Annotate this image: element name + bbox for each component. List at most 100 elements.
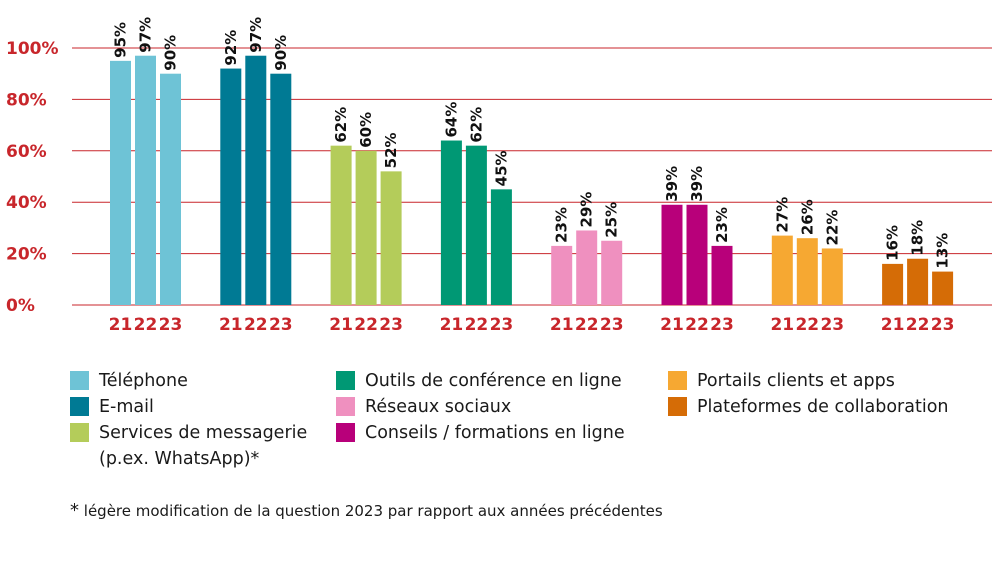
legend-label: Plateformes de collaboration <box>697 397 949 417</box>
x-tick-label: 22 <box>465 315 489 335</box>
x-tick-label: 22 <box>244 315 268 335</box>
bar-value-label: 13% <box>934 233 952 269</box>
footnote-text: légère modification de la question 2023 … <box>83 502 663 520</box>
x-tick-label: 23 <box>159 315 183 335</box>
y-tick-label: 80% <box>6 90 47 110</box>
bar-value-label: 60% <box>357 112 375 148</box>
y-tick-label: 100% <box>6 39 59 59</box>
bar-value-label: 92% <box>222 30 240 66</box>
bar-value-label: 25% <box>603 202 621 238</box>
legend-item-portails: Portails clients et apps <box>668 368 968 394</box>
x-tick-label: 22 <box>575 315 599 335</box>
bar <box>551 245 573 305</box>
legend-label: Portails clients et apps <box>697 371 895 391</box>
legend-item-telephone: Téléphone <box>70 368 336 394</box>
y-tick-label: 60% <box>6 142 47 162</box>
legend-label: Réseaux sociaux <box>365 397 512 417</box>
legend-swatch <box>70 371 89 390</box>
legend-label: Services de messagerie (p.ex. WhatsApp)* <box>99 423 308 469</box>
legend-swatch <box>336 423 355 442</box>
x-tick-label: 21 <box>440 315 464 335</box>
bar <box>160 73 181 305</box>
x-tick-label: 21 <box>881 315 905 335</box>
bar <box>245 55 267 306</box>
x-tick-label: 23 <box>820 315 844 335</box>
bar-value-label: 39% <box>688 166 706 202</box>
bar <box>490 189 512 305</box>
legend-item-email: E-mail <box>70 394 336 420</box>
bar-value-label: 62% <box>467 107 485 143</box>
footnote-marker: * <box>70 500 79 521</box>
grouped-bar-chart: 0% 20% 40% 60% 80% 100% 95% 21 97% 22 90% 23 92% 21 97… <box>6 17 992 335</box>
bar-value-label: 90% <box>272 35 290 71</box>
x-tick-label: 21 <box>660 315 684 335</box>
y-tick-label: 20% <box>6 245 47 265</box>
bar-value-label: 97% <box>137 17 155 53</box>
bar <box>711 245 733 305</box>
bar-value-label: 52% <box>382 132 400 168</box>
bar-value-label: 23% <box>553 207 571 243</box>
legend-swatch <box>336 371 355 390</box>
x-tick-label: 22 <box>354 315 378 335</box>
bar-value-label: 62% <box>332 107 350 143</box>
bar-value-label: 90% <box>162 35 180 71</box>
x-tick-label: 23 <box>379 315 403 335</box>
y-tick-label: 40% <box>6 193 47 213</box>
bar-value-label: 95% <box>112 22 130 58</box>
bar <box>796 238 818 305</box>
legend-label: Conseils / formations en ligne <box>365 423 625 443</box>
bar <box>135 55 156 306</box>
x-tick-label: 21 <box>329 315 353 335</box>
bar <box>330 145 352 305</box>
bar <box>661 204 683 305</box>
x-tick-label: 23 <box>710 315 734 335</box>
bar-value-label: 97% <box>247 17 265 53</box>
bar <box>220 68 242 305</box>
legend-item-reseaux: Réseaux sociaux <box>336 394 668 420</box>
x-tick-label: 23 <box>600 315 624 335</box>
x-tick-label: 22 <box>134 315 158 335</box>
x-tick-label: 23 <box>490 315 514 335</box>
bar <box>601 240 623 305</box>
x-tick-label: 23 <box>269 315 293 335</box>
legend-swatch <box>70 397 89 416</box>
bar <box>932 271 954 305</box>
bar-value-label: 18% <box>909 220 927 256</box>
legend-item-plateformes: Plateformes de collaboration <box>668 394 968 420</box>
bar <box>440 140 462 305</box>
legend-swatch <box>336 397 355 416</box>
bar <box>270 73 292 305</box>
bar-value-label: 27% <box>773 197 791 233</box>
footnote: * légère modification de la question 202… <box>70 500 663 521</box>
bar-value-label: 26% <box>798 199 816 235</box>
bar <box>821 248 843 305</box>
legend-item-messagerie: Services de messagerie (p.ex. WhatsApp)* <box>70 420 336 469</box>
chart-legend: Téléphone E-mail Services de messagerie … <box>70 368 968 469</box>
x-tick-label: 22 <box>795 315 819 335</box>
x-tick-label: 23 <box>931 315 955 335</box>
x-tick-label: 21 <box>109 315 133 335</box>
bar-value-label: 22% <box>823 210 841 246</box>
bar <box>355 150 377 305</box>
bar-value-label: 23% <box>713 207 731 243</box>
bar <box>686 204 708 305</box>
legend-swatch <box>70 423 89 442</box>
legend-item-conference: Outils de conférence en ligne <box>336 368 668 394</box>
bar <box>576 230 598 305</box>
legend-swatch <box>668 397 687 416</box>
legend-item-conseils: Conseils / formations en ligne <box>336 420 668 446</box>
y-tick-label: 0% <box>6 296 35 316</box>
bar-value-label: 39% <box>663 166 681 202</box>
x-tick-label: 22 <box>906 315 930 335</box>
bar <box>110 60 131 305</box>
bar <box>380 171 402 305</box>
x-tick-label: 22 <box>685 315 709 335</box>
bar <box>882 263 904 305</box>
bar-value-label: 29% <box>578 192 596 228</box>
x-tick-label: 21 <box>550 315 574 335</box>
legend-swatch <box>668 371 687 390</box>
legend-label: Téléphone <box>99 371 188 391</box>
bar-value-label: 45% <box>492 150 510 186</box>
bar <box>771 235 793 305</box>
x-tick-label: 21 <box>770 315 794 335</box>
